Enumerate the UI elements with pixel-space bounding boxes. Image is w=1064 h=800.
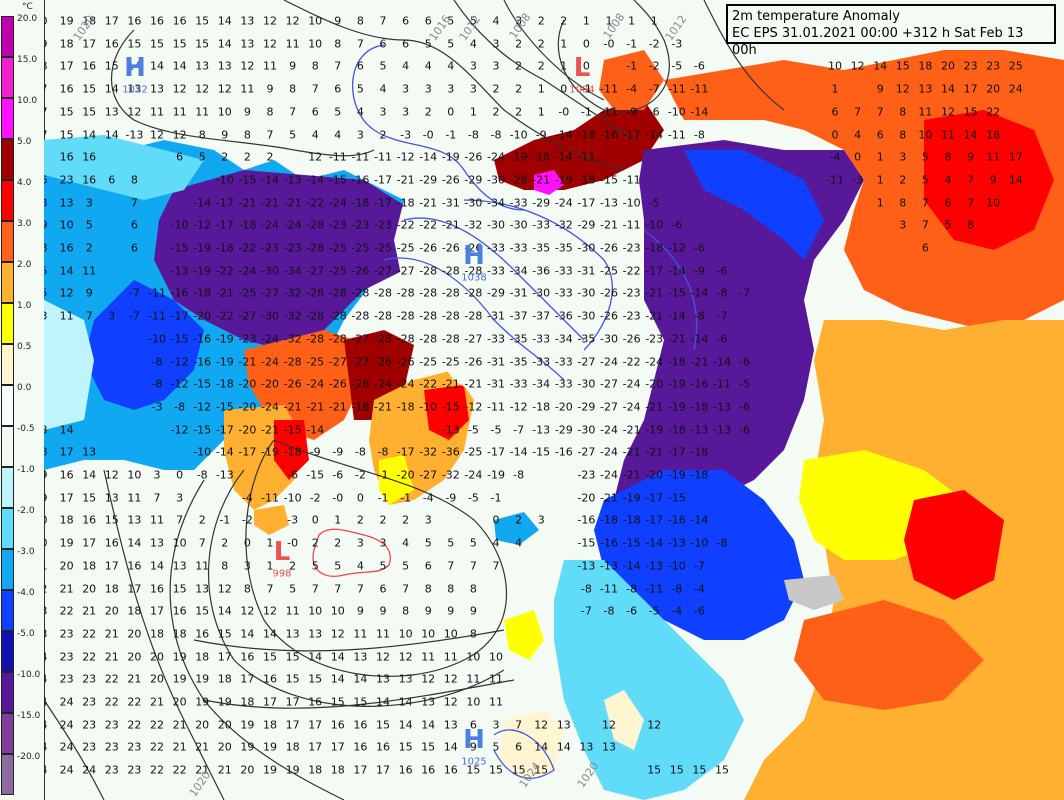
legend-swatch — [1, 713, 14, 754]
map-subtitle: EC EPS 31.01.2021 00:00 +312 h Sat Feb 1… — [732, 26, 1024, 58]
legend-swatch — [1, 221, 14, 262]
legend-label: -4.0 — [17, 588, 35, 598]
greenland-yellow-region — [379, 455, 414, 505]
legend-swatch — [1, 508, 14, 549]
legend-label: 20.0 — [17, 14, 38, 24]
iceland-region — [494, 512, 539, 545]
pressure-value: 998 — [272, 568, 292, 580]
low-pressure-marker: L — [573, 53, 591, 83]
legend-swatch — [1, 385, 14, 426]
legend-label: -15.0 — [17, 711, 41, 721]
legend-label: -20.0 — [17, 752, 41, 762]
legend-unit: °C — [22, 2, 33, 12]
legend-label: -3.0 — [17, 547, 35, 557]
alaska-cold-region — [44, 135, 204, 200]
newfoundland-region — [254, 505, 289, 535]
legend-swatch — [1, 344, 14, 385]
middle-east-orange-region — [794, 600, 984, 710]
central-asia-red-region — [904, 490, 1004, 600]
canada-deep-cold-region — [154, 170, 419, 350]
isobar-lines — [44, 0, 785, 800]
labrador-red-region — [274, 420, 309, 480]
legend-label: 5.0 — [17, 137, 32, 147]
high-pressure-marker: H — [124, 53, 146, 83]
weather-map: 0191817161616151413121210987665543221111… — [44, 0, 1064, 800]
legend-swatch — [1, 426, 14, 467]
italy-region — [604, 690, 644, 750]
legend-swatch — [1, 754, 14, 795]
legend-swatch — [1, 631, 14, 672]
east-siberia-red-region — [924, 110, 1054, 250]
canada-blue-region — [84, 280, 204, 410]
arctic-ocean — [394, 200, 644, 410]
us-pale-region — [44, 300, 94, 430]
legend-label: 1.0 — [17, 301, 32, 311]
low-pressure-contour — [312, 528, 391, 577]
kamchatka-warm-region — [599, 50, 664, 110]
legend-swatch — [1, 57, 14, 98]
legend-label: 10.0 — [17, 96, 38, 106]
color-legend: °C 20.0 15.0 10.0 5.0 4.0 3.0 2.0 1.0 0.5 0.0 -0.5… — [0, 0, 45, 800]
legend-swatch — [1, 98, 14, 139]
map-title: 2m temperature Anomaly — [732, 9, 900, 24]
legend-label: 0.5 — [17, 342, 32, 352]
legend-swatch — [1, 16, 14, 57]
chukotka-magenta-region — [534, 170, 564, 195]
chukotka-warm-region — [494, 100, 664, 190]
pressure-value: 1038 — [461, 272, 487, 284]
legend-label: 2.0 — [17, 260, 32, 270]
greenland-red-region — [424, 385, 469, 440]
europe-light-blue-region — [554, 560, 744, 800]
legend-label: 15.0 — [17, 55, 38, 65]
legend-swatch — [1, 549, 14, 590]
legend-label: -2.0 — [17, 506, 35, 516]
low-pressure-marker: L — [273, 537, 291, 567]
legend-swatch — [1, 139, 14, 180]
legend-label: 4.0 — [17, 178, 32, 188]
legend-label: 3.0 — [17, 219, 32, 229]
legend-label: -0.5 — [17, 424, 35, 434]
uk-yellow-region — [504, 610, 544, 660]
map-title-box: 2m temperature Anomaly EC EPS 31.01.2021… — [726, 4, 1056, 58]
blue-isobar-lines — [352, 44, 698, 779]
high-pressure-marker: H — [463, 725, 485, 755]
pressure-value: 1025 — [461, 756, 487, 768]
legend-label: -1.0 — [17, 465, 35, 475]
legend-swatch — [1, 467, 14, 508]
russia-blue-region — [594, 470, 804, 640]
high-pressure-marker: H — [463, 241, 485, 271]
legend-swatch — [1, 180, 14, 221]
legend-label: -10.0 — [17, 670, 41, 680]
legend-label: 0.0 — [17, 383, 32, 393]
legend-swatch — [1, 303, 14, 344]
gray-missing-region — [784, 575, 844, 610]
legend-label: -5.0 — [17, 629, 35, 639]
legend-swatch — [1, 672, 14, 713]
legend-swatch — [1, 590, 14, 631]
legend-swatch — [1, 262, 14, 303]
pressure-value: 1004 — [569, 84, 595, 96]
pressure-value: 1022 — [122, 84, 148, 96]
siberia-east-blue-region — [684, 150, 824, 260]
iberia-region — [499, 710, 564, 780]
map-layer — [44, 0, 1064, 800]
